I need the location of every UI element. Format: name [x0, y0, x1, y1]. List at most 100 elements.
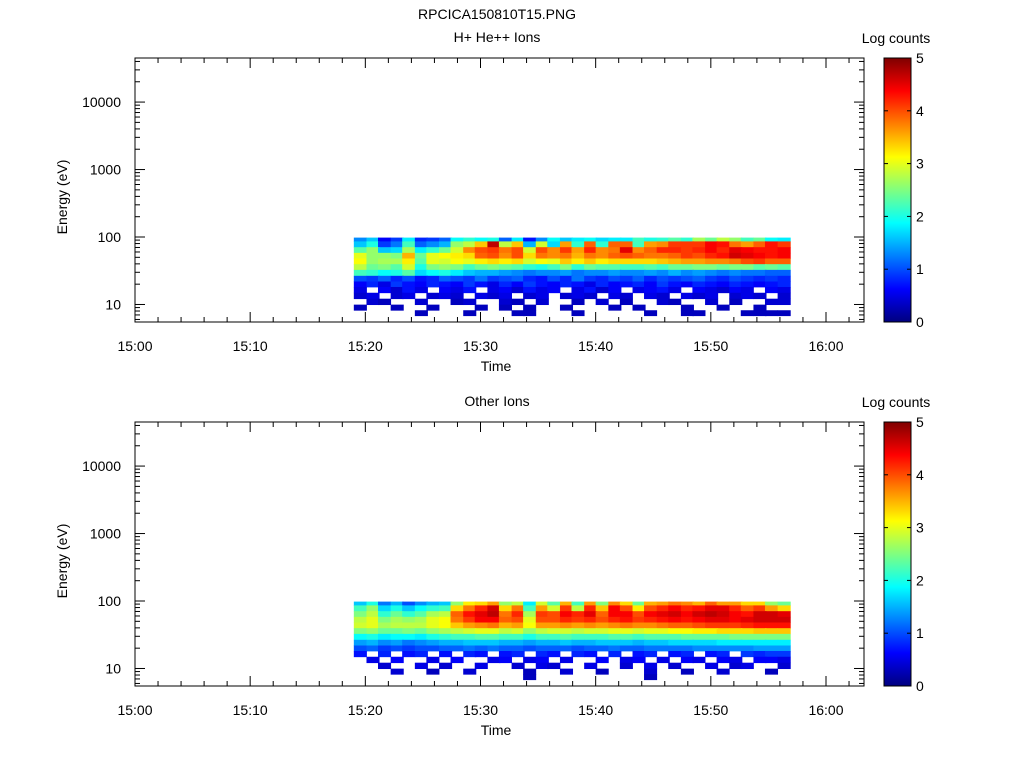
spectrogram-cell: [523, 605, 537, 612]
spectrogram-cell: [366, 645, 380, 652]
spectrogram-cell: [656, 258, 670, 265]
spectrogram-cell: [511, 628, 525, 635]
spectrogram-cell: [608, 264, 622, 271]
colorbar: [883, 57, 912, 323]
colorbar-ticks: 0 1 2 3 4 5: [884, 50, 924, 330]
spectrogram-cell: [632, 656, 646, 664]
spectrogram-cell: [716, 264, 730, 271]
spectrogram-cell: [402, 639, 416, 646]
spectrogram-cell: [390, 269, 404, 277]
spectrogram-cell: [463, 252, 477, 259]
spectrogram-cell: [390, 668, 404, 675]
spectrogram-cell: [656, 645, 670, 652]
spectrogram-cell: [740, 275, 754, 282]
spectrogram-cell: [608, 237, 622, 242]
spectrogram-cell: [680, 668, 694, 675]
spectrogram-cell: [764, 645, 779, 652]
x-axis-label: Time: [481, 722, 512, 738]
spectrogram-cell: [498, 633, 512, 641]
spectrogram-cell: [619, 639, 633, 646]
spectrogram-cell: [414, 662, 428, 670]
spectrogram-cell: [656, 269, 670, 277]
spectrogram-cell: [450, 616, 464, 623]
spectrogram-cell: [716, 668, 730, 675]
spectrogram-cell: [595, 616, 609, 623]
x-tick-label: 15:20: [348, 702, 383, 718]
spectrogram-cell: [632, 611, 646, 618]
spectrogram-cell: [644, 292, 658, 300]
spectrogram-cell: [414, 298, 428, 306]
x-tick-label: 15:50: [693, 338, 728, 354]
spectrogram-cell: [729, 656, 743, 664]
spectrogram-cell: [463, 601, 477, 606]
spectrogram-cell: [426, 628, 440, 635]
spectrogram-cell: [511, 298, 525, 306]
spectrogram-cell: [619, 656, 633, 664]
spectrogram-cell: [753, 252, 767, 259]
spectrogram-cell: [402, 264, 416, 271]
spectrogram-cell: [547, 633, 561, 641]
spectrogram-cell: [668, 639, 682, 646]
spectrogram-cell: [450, 639, 464, 646]
spectrogram-cell: [584, 247, 598, 254]
spectrogram-cell: [680, 247, 694, 254]
spectrogram-cell: [463, 639, 477, 646]
spectrogram-cell: [378, 628, 392, 635]
spectrogram-cell: [463, 237, 477, 242]
spectrogram-cell: [414, 237, 428, 242]
spectrogram-cell: [559, 269, 574, 277]
spectrogram-cell: [571, 310, 585, 317]
spectrogram-cell: [753, 656, 767, 664]
spectrogram-cell: [559, 292, 574, 300]
colorbar-ticks: 0 1 2 3 4 5: [884, 414, 924, 694]
spectrogram-cell: [353, 258, 367, 265]
spectrogram-cell: [511, 310, 525, 317]
spectrogram-cell: [450, 241, 464, 248]
spectrogram-cell: [740, 645, 754, 652]
spectrogram-cell: [523, 611, 537, 618]
spectrogram-cell: [511, 639, 525, 646]
spectrogram-cell: [705, 633, 719, 641]
colorbar-tick-label: 0: [916, 314, 924, 330]
spectrogram-cell: [777, 269, 791, 277]
panel-other-ions: Other Ions 15:00 15:10 15:20 15:30 15:40 15:5…: [54, 393, 930, 738]
spectrogram-cell: [595, 237, 609, 242]
spectrogram-cell: [729, 639, 743, 646]
spectrogram-cell: [608, 650, 622, 658]
colorbar-tick-label: 5: [916, 50, 924, 66]
spectrogram-cell: [656, 628, 670, 635]
spectrogram-cell: [740, 633, 754, 641]
spectrogram-cell: [595, 601, 609, 606]
spectrogram-cell: [426, 237, 440, 242]
spectrogram-cell: [668, 269, 682, 277]
spectrogram-cell: [764, 616, 779, 623]
spectrogram-cell: [692, 252, 706, 259]
spectrogram-cell: [595, 622, 609, 629]
spectrogram-cell: [692, 622, 706, 629]
colorbar-tick-label: 1: [916, 261, 924, 277]
spectrogram-cell: [584, 264, 598, 271]
spectrogram-cell: [414, 633, 428, 641]
spectrogram-cell: [571, 275, 585, 282]
spectrogram-cell: [474, 258, 488, 265]
spectrogram-cell: [414, 286, 428, 294]
spectrogram-cell: [584, 601, 598, 606]
spectrogram-cell: [390, 645, 404, 652]
spectrogram-cell: [414, 616, 428, 623]
spectrogram-cell: [487, 269, 501, 277]
spectrogram-cell: [777, 650, 791, 658]
spectrogram-cell: [474, 622, 488, 629]
spectrogram-cell: [668, 252, 682, 259]
spectrogram-cell: [705, 241, 719, 248]
spectrogram-cell: [668, 298, 682, 306]
spectrogram-cell: [777, 241, 791, 248]
spectrogram-cell: [523, 622, 537, 629]
spectrogram-cell: [692, 310, 706, 317]
spectrogram-cell: [729, 628, 743, 635]
spectrogram-cell: [463, 611, 477, 618]
spectrogram-cell: [450, 269, 464, 277]
spectrogram-cell: [439, 622, 453, 629]
spectrogram-cell: [463, 616, 477, 623]
spectrogram-cell: [559, 645, 574, 652]
spectrogram-cell: [729, 605, 743, 612]
